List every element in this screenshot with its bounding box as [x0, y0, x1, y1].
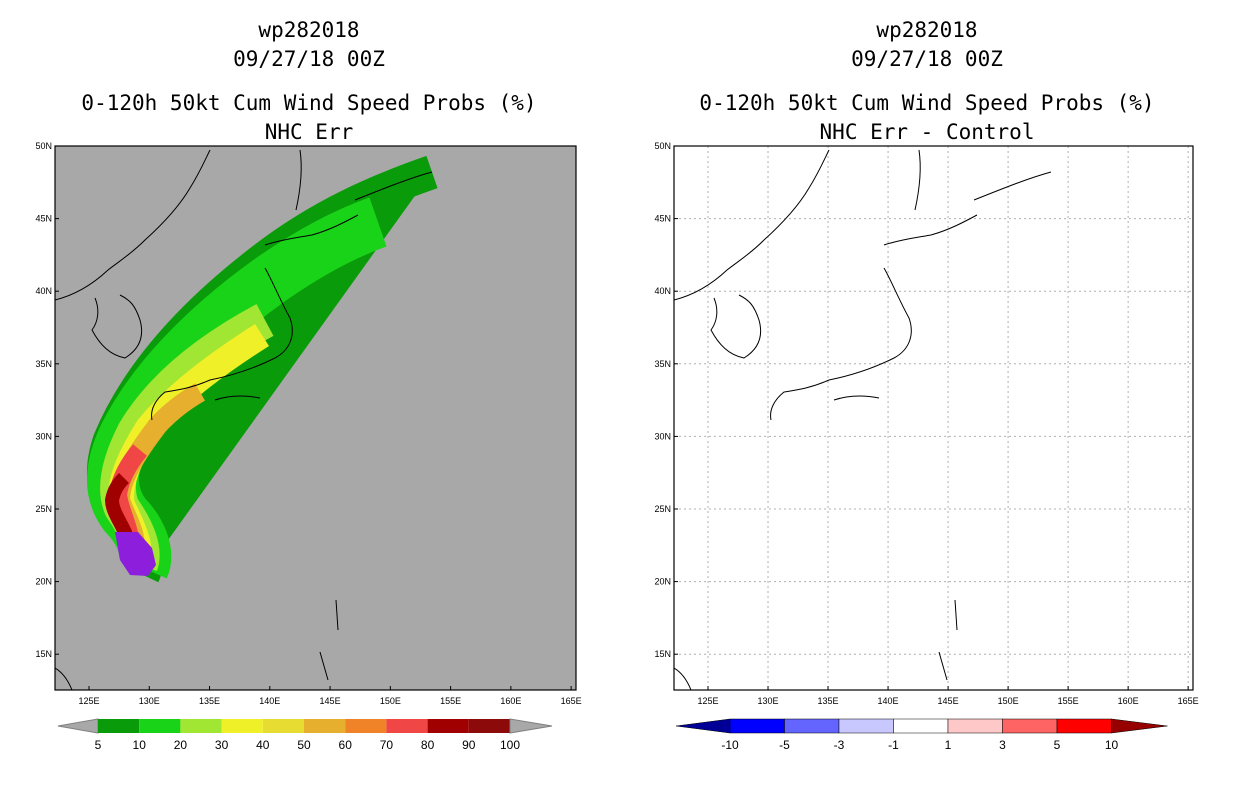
colorbar-under-arrow — [675, 718, 731, 734]
colorbar-label: 30 — [215, 738, 229, 752]
lon-tick-label: 165E — [561, 696, 582, 706]
lon-tick-label: 140E — [878, 696, 899, 706]
panel-subtitle: NHC Err — [264, 120, 354, 144]
gridlines — [674, 146, 1193, 690]
colorbar-label: 5 — [1054, 738, 1061, 752]
lon-tick-label: 155E — [1058, 696, 1079, 706]
lat-tick-label: 40N — [654, 286, 671, 296]
colorbar-swatch — [427, 719, 469, 733]
lon-tick-label: 135E — [199, 696, 220, 706]
colorbar-swatch — [468, 719, 510, 733]
colorbar-swatch — [304, 719, 346, 733]
axis-ticks: 50N 45N 40N 35N 30N 25N 20N 15N 125E 130E 135E 140E… — [35, 141, 581, 706]
colorbar-label: 80 — [421, 738, 435, 752]
map-frame — [54, 145, 577, 691]
colorbar-label: 70 — [380, 738, 394, 752]
lat-tick-label: 35N — [654, 359, 671, 369]
panel-nhc-err: wp282018 09/27/18 00Z 0-120h 50kt Cum Wi… — [35, 18, 581, 752]
colorbar-swatch — [221, 719, 263, 733]
colorbar-swatch — [838, 718, 894, 734]
lon-tick-label: 160E — [500, 696, 521, 706]
colorbar-swatch — [180, 719, 222, 733]
lat-tick-label: 25N — [654, 504, 671, 514]
colorbar-label: 100 — [500, 738, 520, 752]
difference-map: 50N 45N 40N 35N 30N 25N 20N 15N 125E 130E 135E 140E… — [654, 141, 1198, 752]
lon-tick-label: 140E — [259, 696, 280, 706]
lat-tick-label: 20N — [35, 577, 52, 587]
lat-tick-label: 45N — [654, 214, 671, 224]
lon-tick-label: 155E — [440, 696, 461, 706]
probability-map: 50N 45N 40N 35N 30N 25N 20N 15N 125E 130E 135E 140E… — [35, 141, 581, 752]
panel-subtitle: NHC Err - Control — [819, 120, 1035, 144]
forecast-datetime: 09/27/18 00Z — [233, 47, 385, 71]
lat-tick-label: 35N — [35, 359, 52, 369]
lon-tick-label: 160E — [1118, 696, 1139, 706]
colorbar-label: 40 — [256, 738, 270, 752]
product-title: 0-120h 50kt Cum Wind Speed Probs (%) — [81, 91, 537, 115]
colorbar-label: 90 — [462, 738, 476, 752]
lat-tick-label: 20N — [654, 577, 671, 587]
lat-tick-label: 40N — [35, 286, 52, 296]
colorbar-label: 10 — [1105, 738, 1119, 752]
lon-tick-label: 145E — [938, 696, 959, 706]
storm-id: wp282018 — [258, 18, 360, 42]
forecast-datetime: 09/27/18 00Z — [851, 47, 1003, 71]
colorbar: -10 -5 -3 -1 1 3 5 10 — [675, 718, 1168, 752]
prob-band-100 — [115, 532, 156, 576]
colorbar-label: 3 — [999, 738, 1006, 752]
map-background — [674, 146, 1193, 690]
colorbar-swatch — [729, 718, 785, 734]
lon-tick-label: 165E — [1178, 696, 1199, 706]
colorbar-label: 20 — [174, 738, 188, 752]
colorbar-swatch — [98, 719, 140, 733]
map-frame — [673, 145, 1194, 691]
colorbar-swatch — [386, 719, 428, 733]
colorbar-over-arrow — [1111, 718, 1168, 734]
colorbar-label: -3 — [834, 738, 845, 752]
colorbar-label: 5 — [95, 738, 102, 752]
coastlines — [55, 149, 433, 690]
lon-tick-label: 125E — [78, 696, 99, 706]
colorbar-label: -5 — [779, 738, 790, 752]
panel-nhc-err-control: wp282018 09/27/18 00Z 0-120h 50kt Cum Wi… — [618, 0, 1236, 800]
colorbar-swatch — [1002, 718, 1058, 734]
colorbar-swatch — [345, 719, 387, 733]
lat-tick-label: 15N — [654, 649, 671, 659]
colorbar-label: 10 — [133, 738, 147, 752]
prob-band-90 — [105, 473, 135, 546]
lon-tick-label: 130E — [139, 696, 160, 706]
lon-tick-label: 150E — [380, 696, 401, 706]
lon-tick-label: 145E — [320, 696, 341, 706]
colorbar-swatch — [1056, 718, 1112, 734]
colorbar-label: 1 — [945, 738, 952, 752]
lon-tick-label: 130E — [758, 696, 779, 706]
colorbar-swatch — [893, 718, 949, 734]
colorbar-label: 60 — [339, 738, 353, 752]
lat-tick-label: 30N — [35, 431, 52, 441]
lat-tick-label: 25N — [35, 504, 52, 514]
axis-ticks: 50N 45N 40N 35N 30N 25N 20N 15N 125E 130E 135E 140E… — [654, 141, 1198, 706]
colorbar-over-arrow — [509, 718, 553, 734]
colorbar: 5 10 20 30 40 50 60 70 80 90 100 — [57, 718, 553, 752]
colorbar-label: 50 — [297, 738, 311, 752]
colorbar-swatch — [947, 718, 1003, 734]
lat-tick-label: 50N — [654, 141, 671, 151]
colorbar-label: -1 — [888, 738, 899, 752]
colorbar-label: -10 — [721, 738, 739, 752]
product-title: 0-120h 50kt Cum Wind Speed Probs (%) — [699, 91, 1155, 115]
colorbar-swatch — [262, 719, 304, 733]
lat-tick-label: 15N — [35, 649, 52, 659]
lon-tick-label: 135E — [818, 696, 839, 706]
colorbar-swatch — [784, 718, 840, 734]
coastlines — [674, 149, 1052, 690]
lon-tick-label: 150E — [998, 696, 1019, 706]
colorbar-swatch — [139, 719, 181, 733]
lon-tick-label: 125E — [697, 696, 718, 706]
storm-id: wp282018 — [876, 18, 978, 42]
lat-tick-label: 50N — [35, 141, 52, 151]
lat-tick-label: 30N — [654, 431, 671, 441]
lat-tick-label: 45N — [35, 214, 52, 224]
colorbar-under-arrow — [57, 718, 99, 734]
